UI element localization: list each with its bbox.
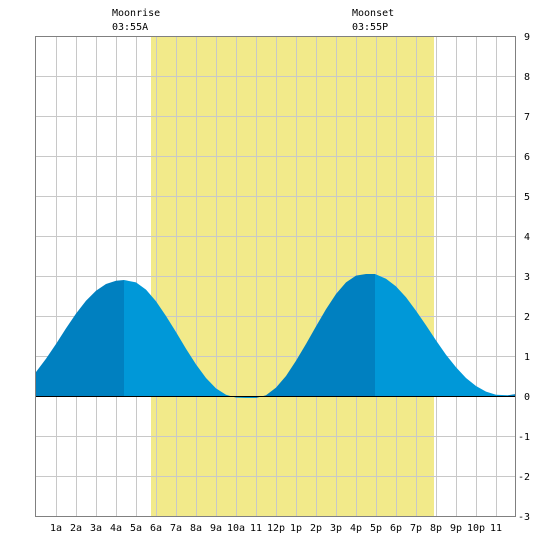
moonrise-time: 03:55A: [112, 22, 148, 33]
moonrise-annotation: Moonrise 03:55A: [112, 8, 160, 33]
tide-area-falling: [124, 280, 256, 398]
y-tick-label: 7: [524, 112, 530, 123]
x-tick-label: 4a: [110, 523, 122, 534]
x-tick-label: 3p: [330, 523, 342, 534]
x-tick-label: 3a: [90, 523, 102, 534]
x-tick-label: 1p: [290, 523, 302, 534]
x-tick-label: 10p: [467, 523, 485, 534]
y-tick-label: -3: [518, 512, 530, 523]
y-tick-label: 9: [524, 32, 530, 43]
y-axis-labels: -3 -2 -1 0 1 2 3 4 5 6 7 8 9: [518, 32, 530, 523]
y-tick-label: 2: [524, 312, 530, 323]
x-tick-label: 11: [250, 523, 262, 534]
x-tick-label: 4p: [350, 523, 362, 534]
y-tick-label: 5: [524, 192, 530, 203]
x-tick-label: 6a: [150, 523, 162, 534]
y-tick-label: 3: [524, 272, 530, 283]
x-tick-label: 10a: [227, 523, 245, 534]
x-tick-label: 1a: [50, 523, 62, 534]
x-tick-label: 8a: [190, 523, 202, 534]
x-tick-label: 5p: [370, 523, 382, 534]
y-tick-label: 4: [524, 232, 530, 243]
plot-area: [35, 36, 516, 517]
plot-frame: [35, 36, 516, 517]
tide-areas: [36, 274, 516, 398]
x-tick-label: 8p: [430, 523, 442, 534]
x-tick-label: 11: [490, 523, 502, 534]
y-tick-label: -2: [518, 472, 530, 483]
x-tick-label: 2a: [70, 523, 82, 534]
grid-lines: [36, 36, 516, 516]
tide-area-rising: [36, 280, 124, 396]
moonset-annotation: Moonset 03:55P: [352, 8, 394, 33]
y-tick-label: 0: [524, 392, 530, 403]
moonset-title: Moonset: [352, 8, 394, 19]
tide-area-rising: [256, 274, 375, 398]
x-tick-label: 7a: [170, 523, 182, 534]
x-tick-label: 6p: [390, 523, 402, 534]
x-tick-label: 7p: [410, 523, 422, 534]
x-tick-label: 9a: [210, 523, 222, 534]
tide-area-falling: [375, 274, 508, 396]
tide-area-rising: [508, 394, 516, 396]
x-tick-label: 5a: [130, 523, 142, 534]
moonrise-title: Moonrise: [112, 8, 160, 19]
x-tick-label: 12p: [267, 523, 285, 534]
y-tick-label: 6: [524, 152, 530, 163]
y-tick-label: 1: [524, 352, 530, 363]
x-axis-labels: 1a 2a 3a 4a 5a 6a 7a 8a 9a 10a 11 12p 1p 2p 3p 4p 5p 6p 7p…: [50, 523, 502, 534]
moonset-time: 03:55P: [352, 22, 388, 33]
y-tick-label: 8: [524, 72, 530, 83]
x-tick-label: 2p: [310, 523, 322, 534]
y-tick-label: -1: [518, 432, 530, 443]
x-tick-label: 9p: [450, 523, 462, 534]
